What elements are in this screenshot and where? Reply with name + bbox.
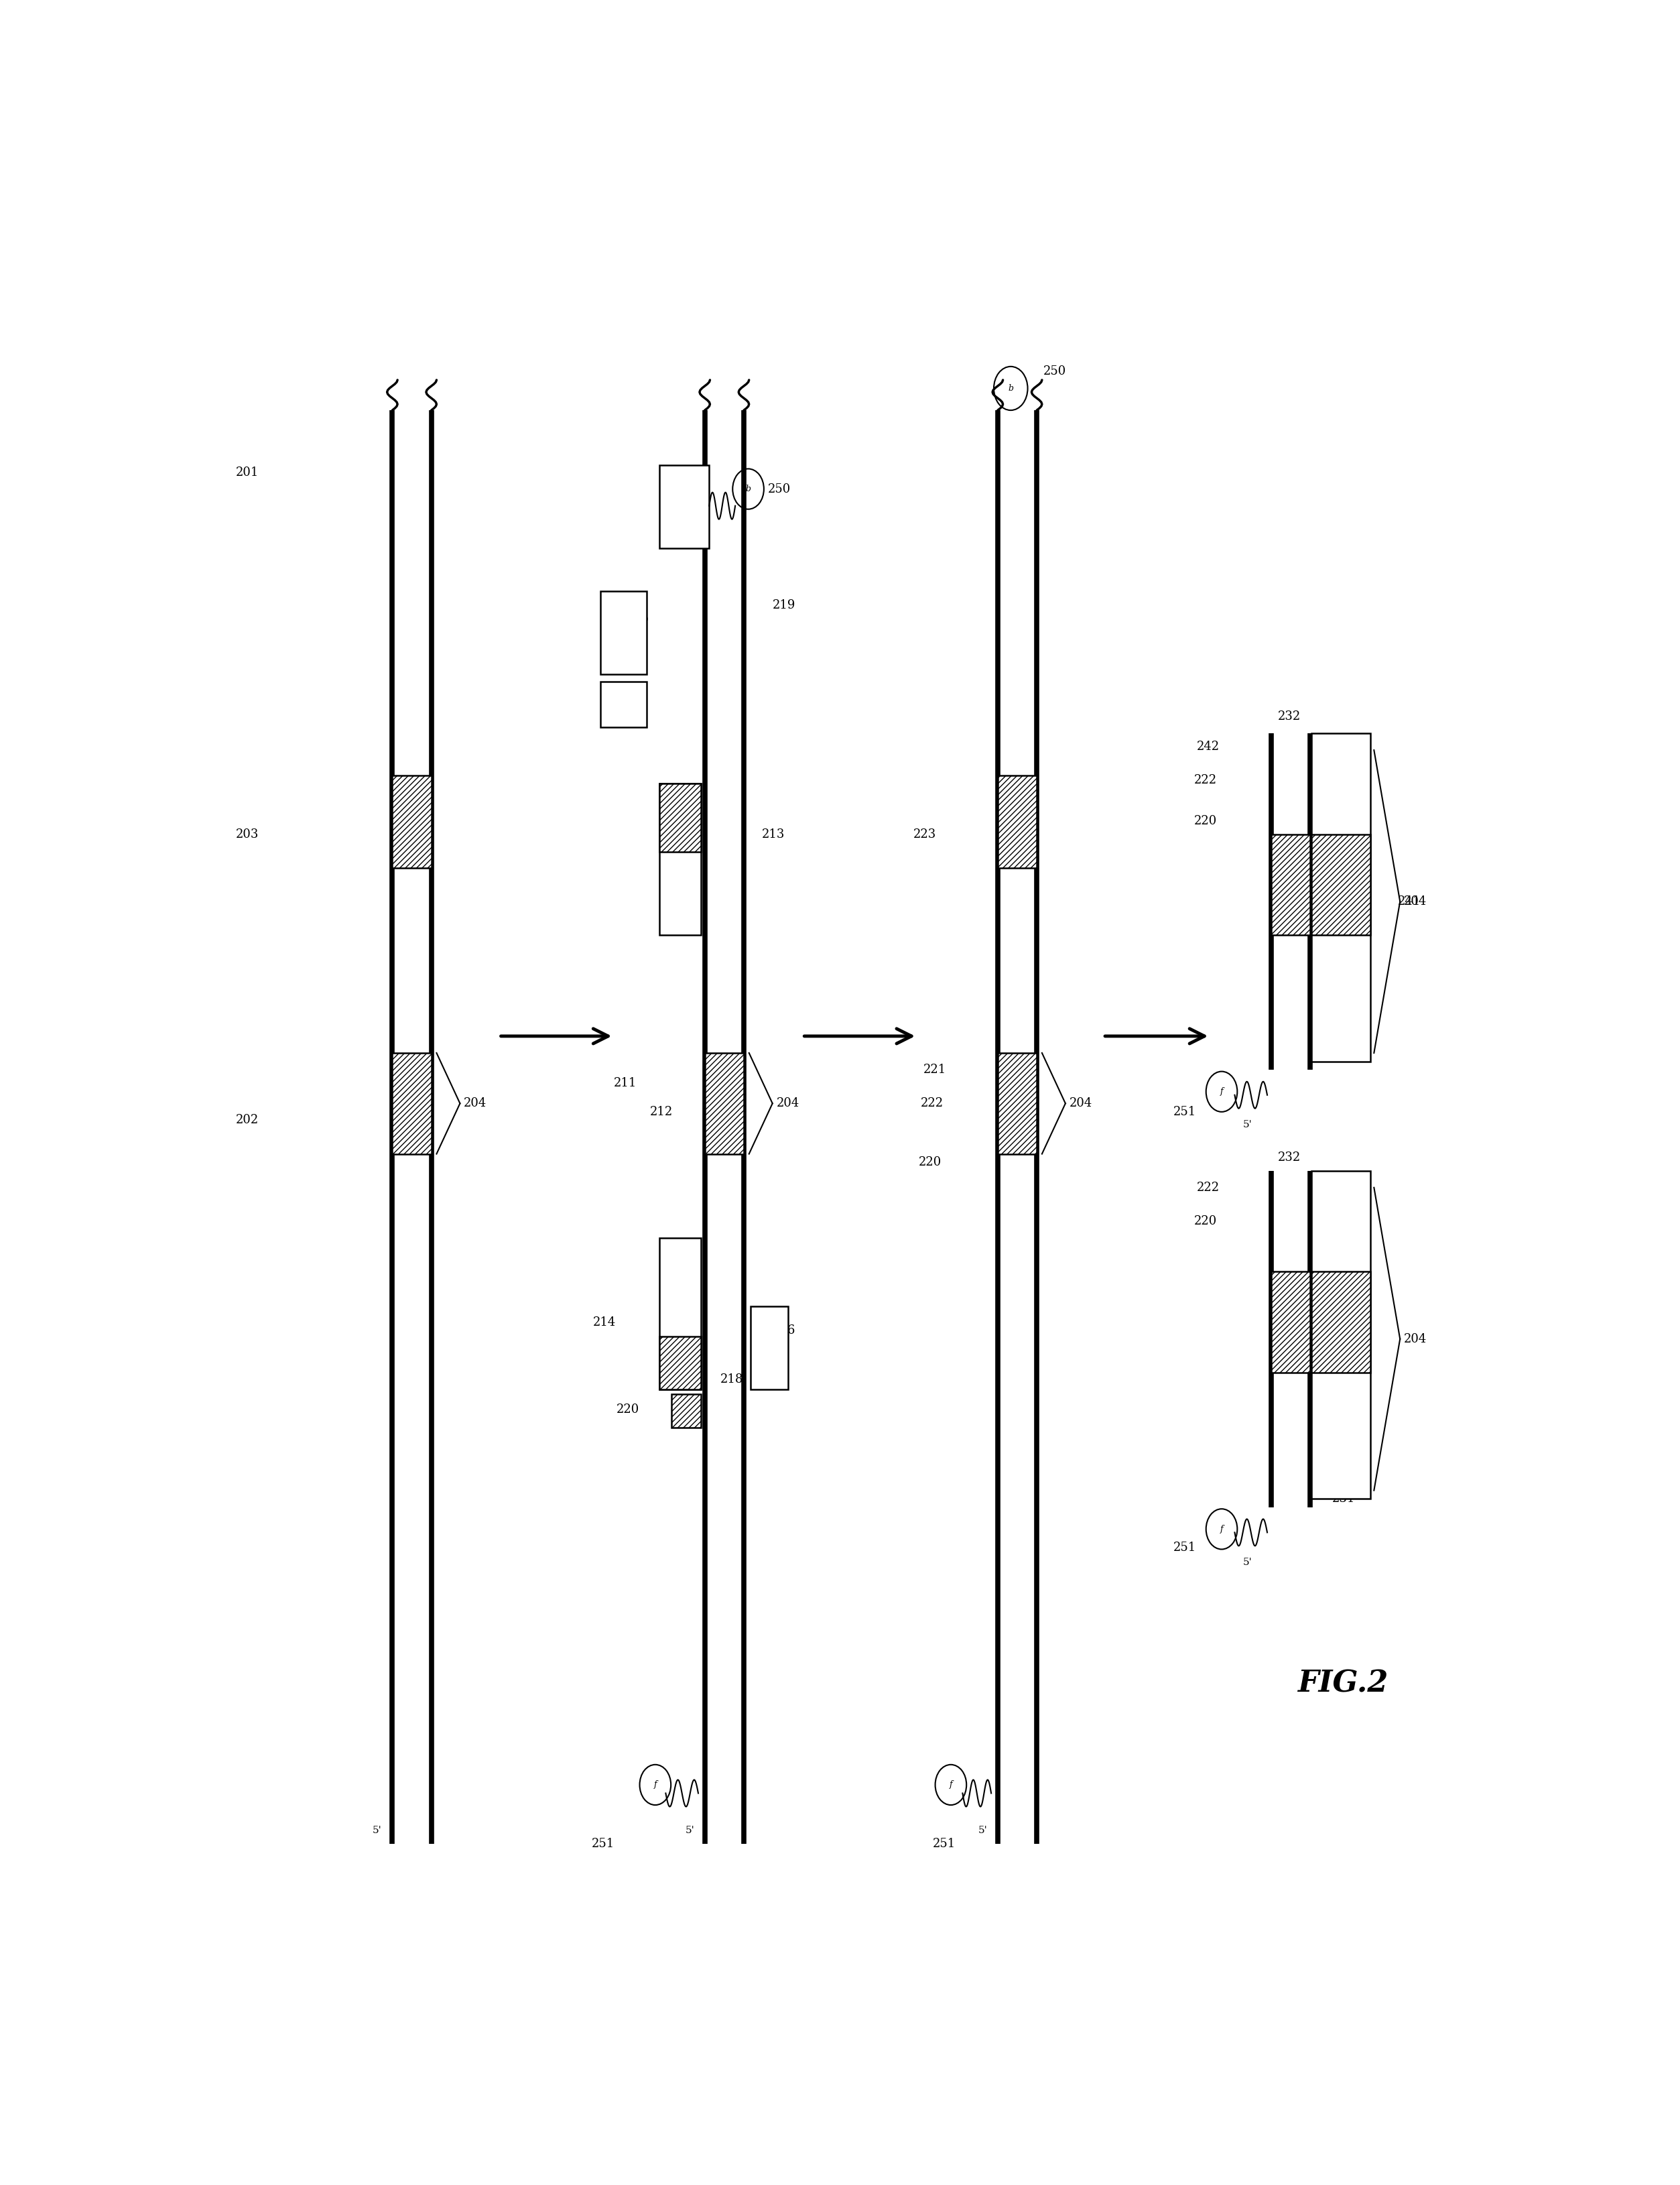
Text: 232: 232 — [1277, 710, 1300, 723]
Bar — [659, 1239, 701, 1390]
Bar — [659, 1337, 701, 1390]
Bar — [706, 1053, 744, 1154]
Text: 250: 250 — [1043, 365, 1067, 378]
Text: 220: 220 — [919, 1156, 941, 1169]
Text: 5': 5' — [978, 1827, 988, 1835]
Text: b: b — [1008, 385, 1013, 393]
Text: 220: 220 — [1194, 815, 1218, 826]
Text: 201: 201 — [235, 465, 259, 479]
Text: f: f — [654, 1781, 657, 1790]
Text: 218: 218 — [721, 1374, 744, 1385]
Text: 5': 5' — [373, 1827, 381, 1835]
Text: b: b — [746, 485, 751, 494]
Bar — [1312, 1171, 1371, 1499]
Bar — [751, 1307, 788, 1390]
Text: 204: 204 — [464, 1097, 487, 1110]
Text: f: f — [949, 1781, 953, 1790]
Text: 251: 251 — [1173, 1543, 1196, 1554]
Bar — [659, 784, 701, 852]
Text: 217: 217 — [606, 664, 630, 677]
Bar — [672, 1394, 701, 1427]
Text: 222: 222 — [1196, 1182, 1220, 1193]
Text: 220: 220 — [1194, 1215, 1218, 1228]
Text: 251: 251 — [932, 1838, 956, 1851]
Text: 232: 232 — [1277, 1151, 1300, 1162]
Bar — [659, 784, 701, 935]
Text: 241: 241 — [1398, 896, 1420, 907]
Text: 251: 251 — [591, 1838, 615, 1851]
Bar — [1312, 1272, 1371, 1372]
Bar — [391, 776, 432, 867]
Text: 214: 214 — [593, 1315, 617, 1328]
Text: 5': 5' — [1243, 1121, 1252, 1130]
Text: 251: 251 — [1173, 1106, 1196, 1119]
Text: 5': 5' — [685, 1827, 694, 1835]
Text: 222: 222 — [1194, 773, 1218, 787]
Bar — [659, 465, 709, 548]
Bar — [1272, 835, 1310, 935]
Text: 204: 204 — [1070, 1097, 1092, 1110]
Text: 215: 215 — [627, 612, 650, 625]
Bar — [1312, 734, 1371, 1062]
Text: 219: 219 — [773, 599, 796, 612]
Text: 221: 221 — [924, 1064, 946, 1075]
Text: FIG.2: FIG.2 — [1297, 1669, 1388, 1698]
Text: 223: 223 — [914, 828, 936, 841]
Text: 231: 231 — [1332, 1492, 1356, 1505]
Bar — [998, 776, 1037, 867]
Bar — [998, 1053, 1037, 1154]
Text: 212: 212 — [650, 1106, 674, 1119]
Text: 250: 250 — [768, 483, 791, 496]
Bar — [1272, 1272, 1310, 1372]
Text: 202: 202 — [235, 1114, 259, 1125]
Bar — [391, 1053, 432, 1154]
Text: 204: 204 — [1404, 1333, 1426, 1346]
Text: 213: 213 — [763, 828, 785, 841]
Bar — [601, 592, 647, 675]
Text: 5': 5' — [1243, 1558, 1252, 1567]
Text: 222: 222 — [921, 1097, 944, 1110]
Text: f: f — [1220, 1525, 1223, 1534]
Text: 204: 204 — [776, 1097, 800, 1110]
Text: 220: 220 — [617, 1403, 638, 1416]
Text: 204: 204 — [1404, 896, 1426, 907]
Bar — [1312, 835, 1371, 935]
Text: f: f — [1220, 1088, 1223, 1097]
Text: 203: 203 — [235, 828, 259, 841]
Text: 216: 216 — [773, 1324, 796, 1337]
Text: 211: 211 — [613, 1077, 637, 1090]
Text: 242: 242 — [1196, 741, 1220, 754]
Bar — [601, 682, 647, 728]
